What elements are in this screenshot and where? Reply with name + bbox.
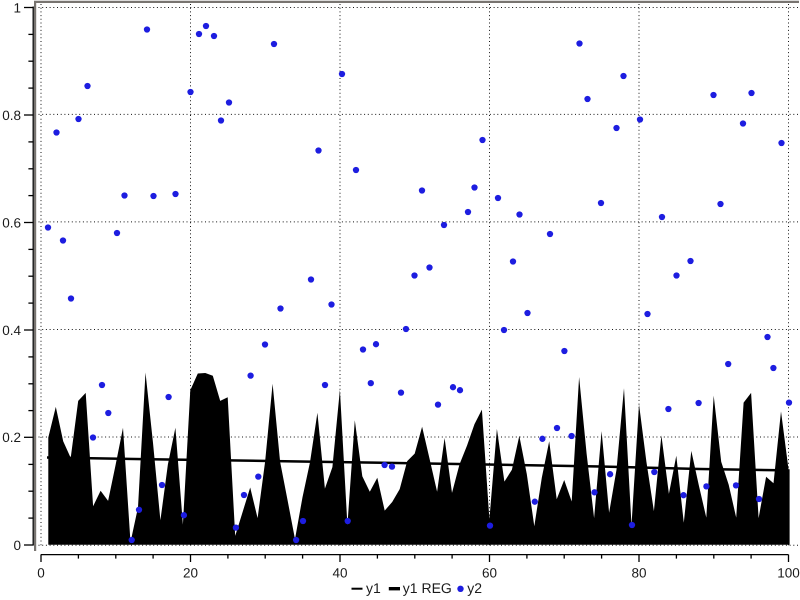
svg-text:1: 1 [13,0,21,15]
svg-text:y2: y2 [467,580,482,596]
svg-text:0.4: 0.4 [2,323,21,338]
svg-text:0.6: 0.6 [2,215,21,230]
svg-text:20: 20 [183,566,198,581]
svg-text:100: 100 [777,566,800,581]
svg-text:0.2: 0.2 [2,430,21,445]
svg-text:0: 0 [13,538,21,553]
svg-text:y1: y1 [366,580,381,596]
svg-text:40: 40 [332,566,347,581]
svg-text:60: 60 [482,566,497,581]
svg-text:0: 0 [37,566,45,581]
svg-text:80: 80 [631,566,646,581]
svg-text:0.8: 0.8 [2,108,21,123]
svg-text:y1 REG: y1 REG [403,580,452,596]
